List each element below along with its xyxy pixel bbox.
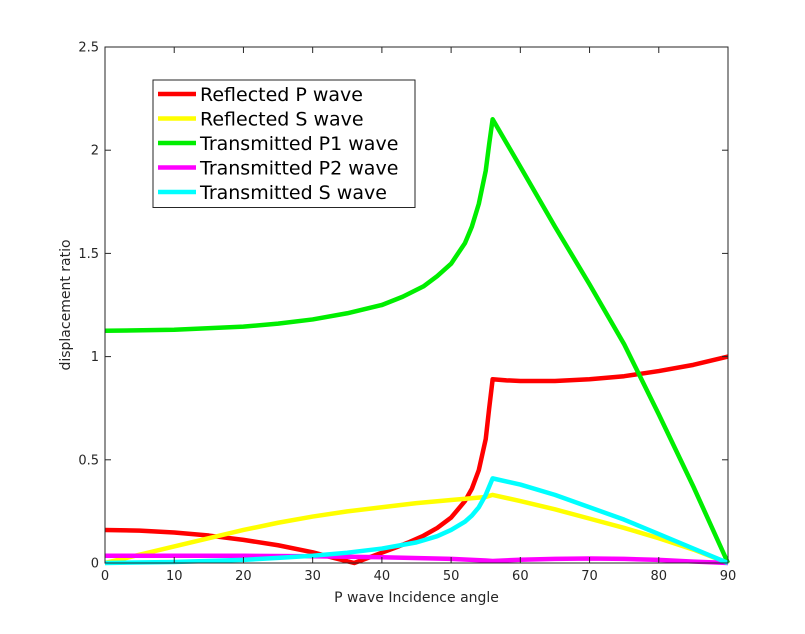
x-tick-label: 40 [374,569,391,584]
x-tick-label: 20 [235,569,252,584]
x-tick-label: 60 [512,569,529,584]
x-tick-label: 30 [304,569,321,584]
series-layer [104,116,731,566]
series-line-transmitted-s-wave [104,476,729,566]
y-tick-label: 1.5 [78,247,99,262]
x-tick-label: 90 [720,569,737,584]
y-tick-label: 2 [91,144,99,159]
series-line-reflected-p-wave [104,354,729,566]
x-tick-label: 0 [101,569,109,584]
legend-label: Reflected P wave [200,84,363,106]
y-tick-label: 0 [91,557,99,572]
legend-label: Reflected S wave [200,109,364,131]
legend-label: Transmitted P2 wave [199,158,398,180]
x-tick-label: 70 [581,569,598,584]
series-line-transmitted-p1-wave [104,116,731,564]
series-line-transmitted-p2-wave [105,553,729,566]
plot-frame [104,46,729,564]
legend-label: Transmitted P1 wave [199,133,398,155]
y-axis-label: displacement ratio [58,239,74,370]
legend-box [152,79,416,208]
tick-layer: 0 10 20 30 40 50 60 70 80 90 0 0.5 1 1.5 2 2.5 [78,41,736,585]
y-tick-label: 0.5 [78,453,99,468]
legend-label: Transmitted S wave [199,182,387,204]
x-tick-label: 80 [651,569,668,584]
series-line-reflected-s-wave [104,492,729,566]
y-tick-label: 1 [91,350,99,365]
y-tick-label: 2.5 [78,41,99,56]
x-tick-label: 10 [166,569,183,584]
x-axis-label: P wave Incidence angle [334,590,499,606]
x-tick-label: 50 [443,569,460,584]
